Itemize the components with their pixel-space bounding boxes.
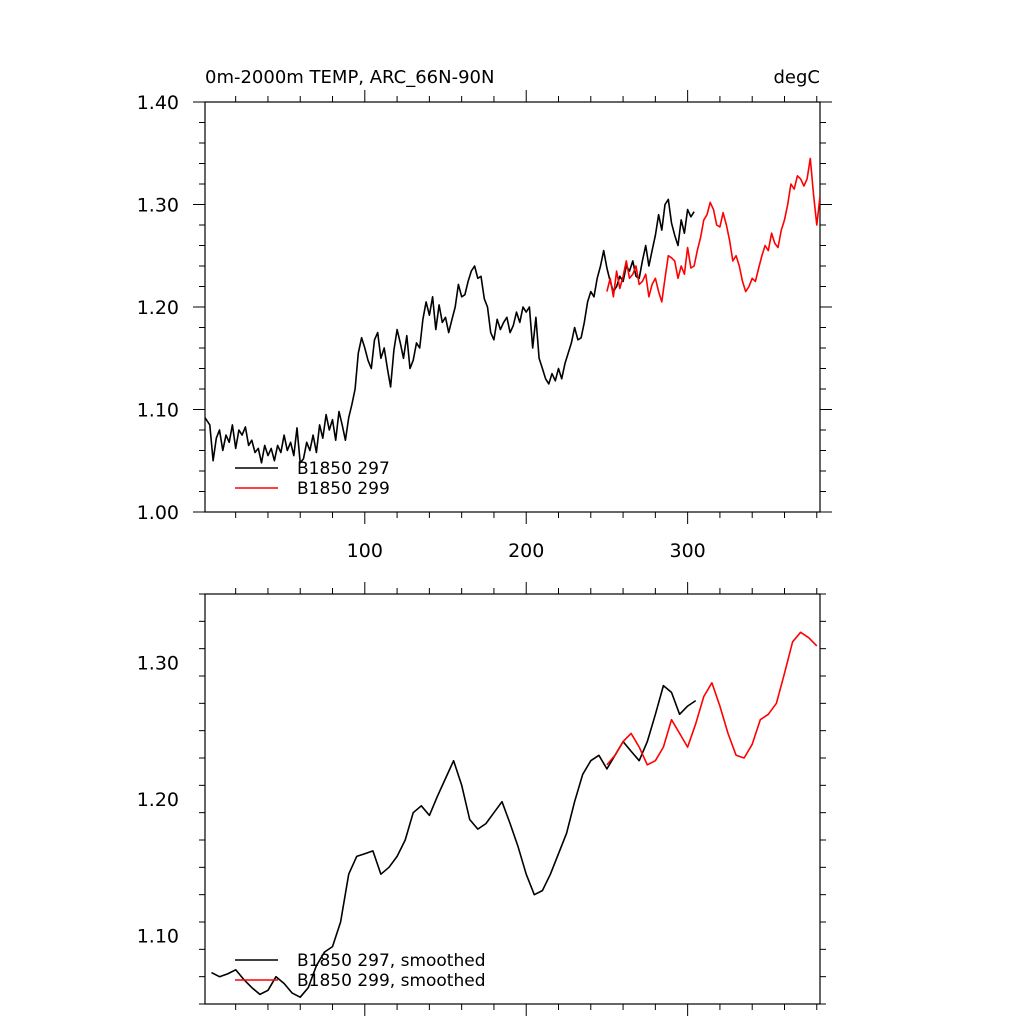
plot-frame bbox=[204, 101, 821, 513]
y-tick-label: 1.00 bbox=[137, 502, 179, 524]
x-tick-label: 300 bbox=[670, 540, 706, 562]
legend-label-2: B1850 299, smoothed bbox=[297, 971, 486, 991]
series-line-2 bbox=[606, 631, 818, 766]
y-tick-label: 1.20 bbox=[137, 297, 179, 319]
series-line-2 bbox=[606, 157, 820, 303]
y-tick-label: 1.20 bbox=[137, 789, 179, 811]
x-tick-label: 200 bbox=[508, 540, 544, 562]
y-tick-label: 1.30 bbox=[137, 195, 179, 217]
y-tick-label: 1.40 bbox=[137, 92, 179, 114]
legend-label-1: B1850 297 bbox=[297, 459, 390, 479]
y-tick-label: 1.10 bbox=[137, 926, 179, 948]
series-line-1 bbox=[205, 198, 695, 464]
units-label: degC bbox=[774, 67, 821, 88]
y-tick-label: 1.10 bbox=[137, 400, 179, 422]
legend-label-1: B1850 297, smoothed bbox=[297, 951, 486, 971]
top-panel: 100 200 300 1.00 1.10 1.20 1.30 1.40 0m-2000m TE… bbox=[137, 67, 832, 562]
chart-title: 0m-2000m TEMP, ARC_66N-90N bbox=[205, 67, 494, 88]
x-tick-label: 100 bbox=[347, 540, 383, 562]
plot-frame bbox=[204, 593, 821, 1005]
legend-label-2: B1850 299 bbox=[297, 479, 390, 499]
y-tick-label: 1.30 bbox=[137, 652, 179, 674]
